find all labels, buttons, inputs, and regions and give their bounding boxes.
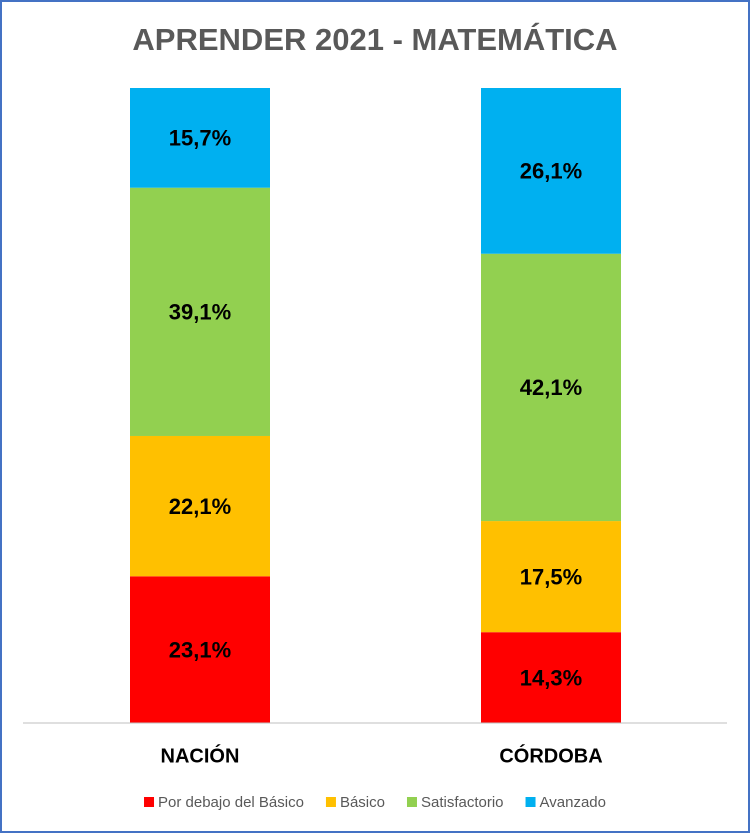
legend-swatch <box>144 797 155 807</box>
data-label: 23,1% <box>169 637 231 662</box>
x-tick-label: NACIÓN <box>161 743 240 767</box>
bar-segment <box>130 576 270 723</box>
legend-label: Avanzado <box>540 794 606 811</box>
legend-swatch <box>325 797 336 807</box>
bar-segment <box>481 632 621 723</box>
data-label: 39,1% <box>169 300 231 325</box>
legend-label: Por debajo del Básico <box>158 794 304 811</box>
bar-segment <box>130 187 270 436</box>
bar-segment <box>130 88 270 188</box>
legend-swatch <box>406 797 417 807</box>
legend-label: Satisfactorio <box>421 794 504 811</box>
data-label: 15,7% <box>169 126 231 151</box>
bar-segment <box>130 435 270 577</box>
data-label: 14,3% <box>520 665 582 690</box>
bar-segment <box>481 253 621 522</box>
data-label: 22,1% <box>169 494 231 519</box>
chart-title: APRENDER 2021 - MATEMÁTICA <box>132 22 617 57</box>
x-tick-label: CÓRDOBA <box>499 743 602 767</box>
bar-segment <box>481 521 621 633</box>
bar-segment <box>481 88 621 254</box>
data-label: 26,1% <box>520 159 582 184</box>
data-label: 42,1% <box>520 375 582 400</box>
legend-label: Básico <box>340 794 385 811</box>
legend-swatch <box>525 797 536 807</box>
data-label: 17,5% <box>520 564 582 589</box>
